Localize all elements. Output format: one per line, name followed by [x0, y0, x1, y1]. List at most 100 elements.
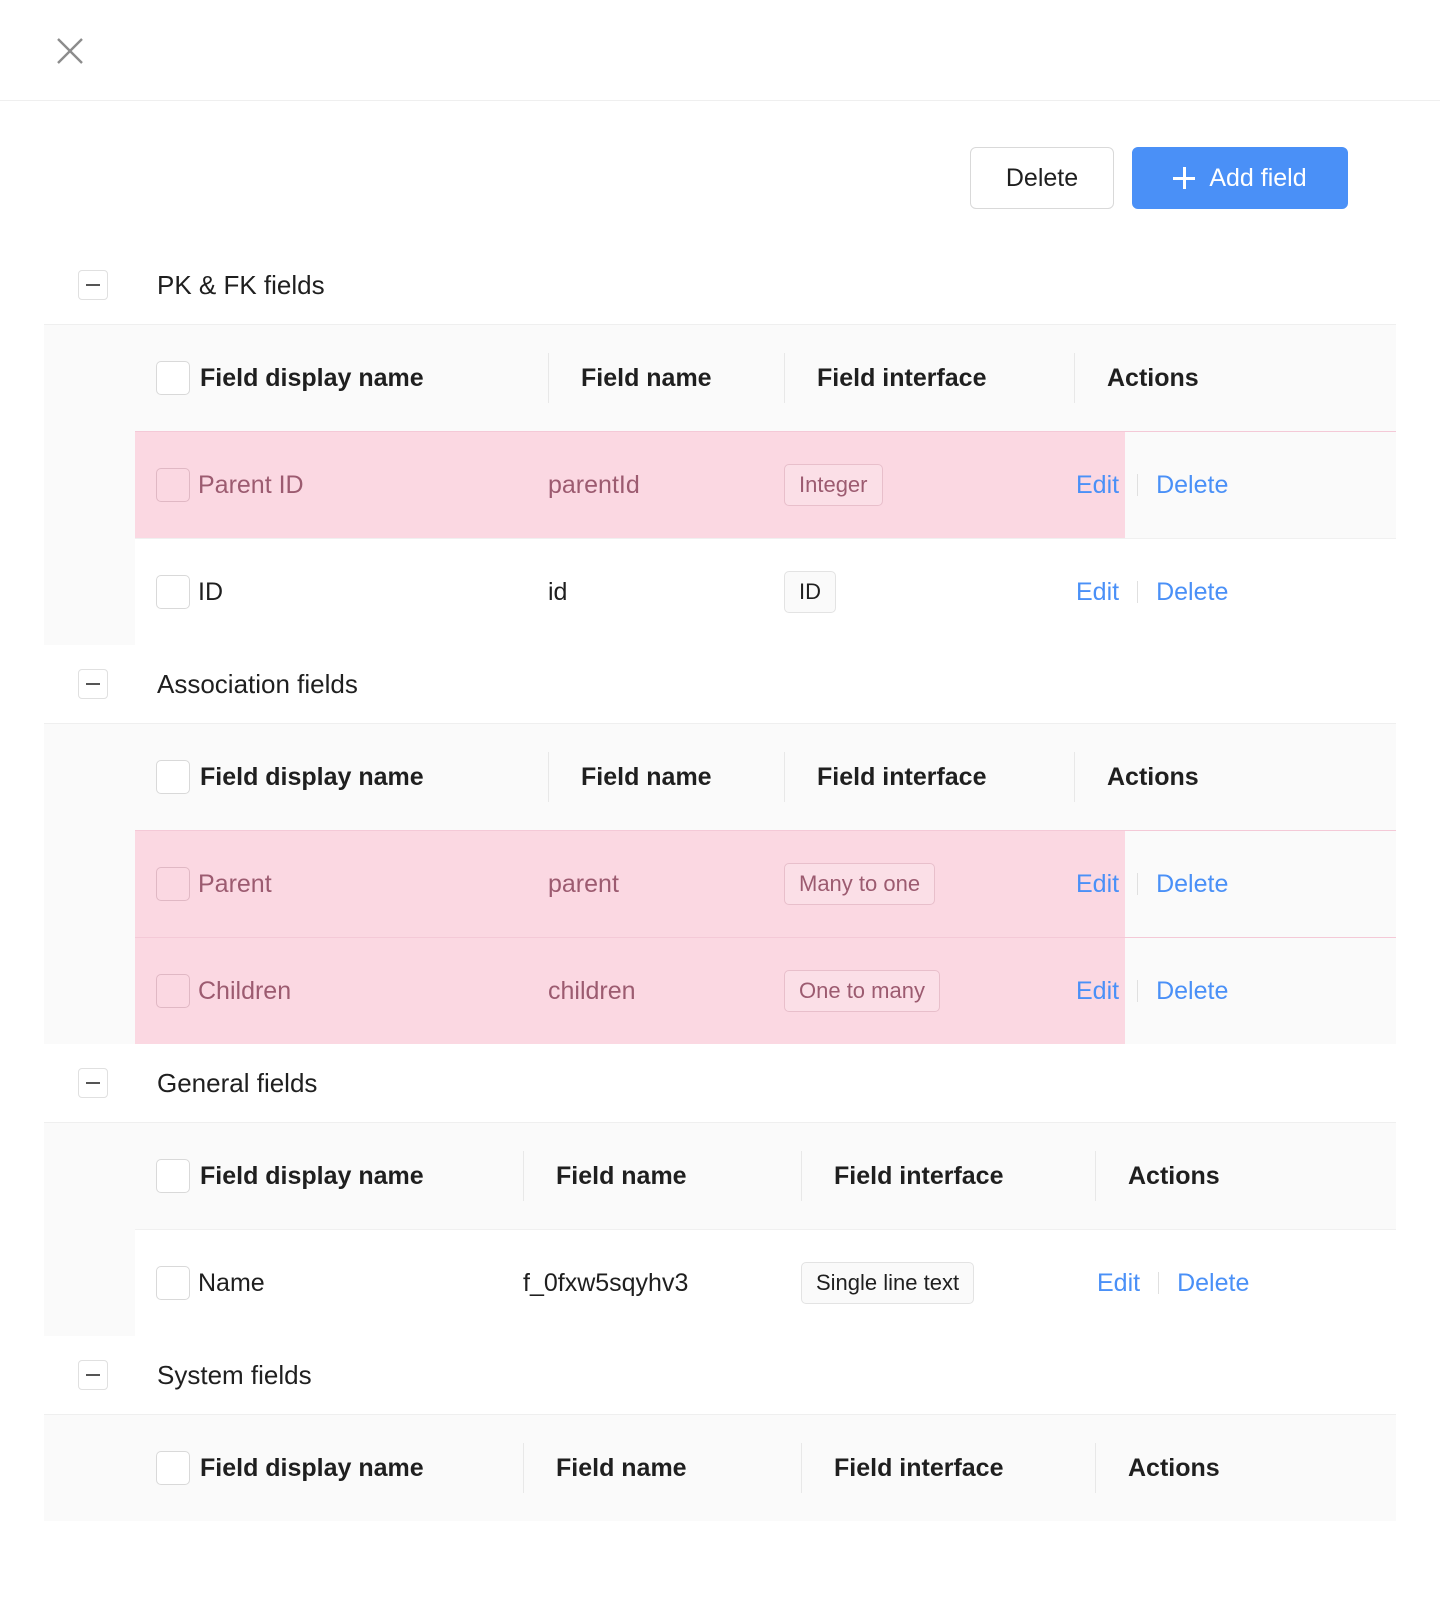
table-wrapper-2: Field display name Field name Field interf…: [0, 1122, 1440, 1336]
field-name-text: f_0fxw5sqyhv3: [523, 1268, 689, 1297]
minus-icon: [86, 1374, 100, 1376]
delete-button[interactable]: Delete: [970, 147, 1114, 209]
column-header-label: Actions: [1128, 1453, 1220, 1482]
delete-link[interactable]: Delete: [1177, 1268, 1250, 1297]
action-separator: [1137, 581, 1139, 603]
column-header-label: Actions: [1107, 363, 1199, 392]
edit-link[interactable]: Edit: [1076, 577, 1120, 606]
row-actions: Edit Delete: [1074, 578, 1228, 607]
select-all-checkbox[interactable]: [156, 361, 190, 395]
column-divider: [801, 1443, 802, 1493]
column-header-0: Field display name: [198, 1123, 523, 1229]
table-row: Parent ID parentId Integer Edit Delete: [44, 431, 1396, 538]
row-checkbox[interactable]: [156, 575, 190, 609]
plus-icon: [1173, 167, 1196, 189]
column-divider: [1074, 353, 1075, 403]
row-checkbox[interactable]: [156, 1266, 190, 1300]
column-header-0: Field display name: [198, 724, 548, 830]
row-actions: Edit Delete: [1074, 471, 1228, 500]
add-field-button-label: Add field: [1209, 163, 1307, 192]
row-checkbox[interactable]: [156, 867, 190, 901]
table-header-row: Field display name Field name Field interf…: [44, 724, 1396, 830]
table-row: Parent parent Many to one Edit Delete: [44, 830, 1396, 937]
table-wrapper-0: Field display name Field name Field interf…: [0, 324, 1440, 645]
column-header-1: Field name: [548, 325, 784, 431]
delete-link[interactable]: Delete: [1156, 976, 1229, 1005]
select-all-cell: [135, 724, 198, 830]
row-select-cell: [135, 831, 198, 937]
display-name-text: Parent: [198, 869, 272, 898]
row-cells: Parent ID parentId Integer Edit Delete: [135, 431, 1396, 538]
close-button[interactable]: [50, 31, 90, 71]
row-actions: Edit Delete: [1074, 977, 1228, 1006]
cell-field-interface: Many to one: [784, 831, 1074, 937]
row-gutter: [44, 1415, 135, 1521]
section-header-0: PK & FK fields: [0, 246, 1440, 324]
row-cells: Children children One to many Edit Delete: [135, 937, 1396, 1044]
field-name-text: parentId: [548, 470, 640, 499]
row-checkbox[interactable]: [156, 468, 190, 502]
cell-actions: Edit Delete: [1074, 938, 1396, 1044]
column-header-label: Field name: [581, 762, 712, 791]
table-header-row: Field display name Field name Field interf…: [44, 1123, 1396, 1229]
column-divider: [523, 1151, 524, 1201]
column-header-0: Field display name: [198, 1415, 523, 1521]
row-gutter: [44, 1229, 135, 1336]
column-header-3: Actions: [1074, 325, 1396, 431]
edit-link[interactable]: Edit: [1097, 1268, 1141, 1297]
column-header-3: Actions: [1095, 1123, 1396, 1229]
table-header-row: Field display name Field name Field interf…: [44, 1415, 1396, 1521]
select-all-cell: [135, 1123, 198, 1229]
edit-link[interactable]: Edit: [1076, 869, 1120, 898]
action-separator: [1158, 1272, 1160, 1294]
table-wrapper-3: Field display name Field name Field interf…: [0, 1414, 1440, 1521]
header-cells: Field display name Field name Field interf…: [135, 1415, 1396, 1521]
field-name-text: id: [548, 577, 568, 606]
section-title: Association fields: [157, 668, 358, 699]
delete-link[interactable]: Delete: [1156, 577, 1229, 606]
table-wrapper-1: Field display name Field name Field interf…: [0, 723, 1440, 1044]
select-all-checkbox[interactable]: [156, 760, 190, 794]
section-header-1: Association fields: [0, 645, 1440, 723]
action-separator: [1137, 980, 1139, 1002]
table-row: Name f_0fxw5sqyhv3 Single line text Edit Del…: [44, 1229, 1396, 1336]
collapse-toggle-1[interactable]: [78, 669, 108, 699]
row-gutter: [44, 431, 135, 538]
cell-field-name: parentId: [548, 432, 784, 538]
edit-link[interactable]: Edit: [1076, 976, 1120, 1005]
delete-link[interactable]: Delete: [1156, 869, 1229, 898]
column-header-2: Field interface: [784, 724, 1074, 830]
field-interface-tag: Many to one: [784, 863, 936, 905]
column-divider: [548, 353, 549, 403]
column-header-label: Field name: [556, 1453, 687, 1482]
column-divider: [523, 1443, 524, 1493]
cell-actions: Edit Delete: [1074, 432, 1396, 538]
collapse-toggle-0[interactable]: [78, 270, 108, 300]
header-cells: Field display name Field name Field interf…: [135, 724, 1396, 830]
cell-field-name: id: [548, 539, 784, 645]
select-all-checkbox[interactable]: [156, 1159, 190, 1193]
cell-display-name: Parent ID: [198, 432, 548, 538]
select-all-checkbox[interactable]: [156, 1451, 190, 1485]
column-header-2: Field interface: [801, 1415, 1095, 1521]
row-checkbox[interactable]: [156, 974, 190, 1008]
cell-actions: Edit Delete: [1095, 1230, 1396, 1336]
edit-link[interactable]: Edit: [1076, 470, 1120, 499]
table-header-row: Field display name Field name Field interf…: [44, 325, 1396, 431]
delete-link[interactable]: Delete: [1156, 470, 1229, 499]
column-header-label: Field interface: [834, 1453, 1004, 1482]
add-field-button[interactable]: Add field: [1132, 147, 1348, 209]
display-name-text: Parent ID: [198, 470, 304, 499]
action-bar: Delete Add field: [0, 101, 1440, 246]
select-all-cell: [135, 325, 198, 431]
minus-icon: [86, 683, 100, 685]
field-interface-tag: ID: [784, 571, 836, 613]
collapse-toggle-3[interactable]: [78, 1360, 108, 1390]
field-name-text: parent: [548, 869, 619, 898]
collapse-toggle-2[interactable]: [78, 1068, 108, 1098]
column-divider: [1095, 1443, 1096, 1493]
row-select-cell: [135, 1230, 198, 1336]
row-select-cell: [135, 432, 198, 538]
close-icon: [53, 34, 87, 68]
column-header-label: Field name: [581, 363, 712, 392]
